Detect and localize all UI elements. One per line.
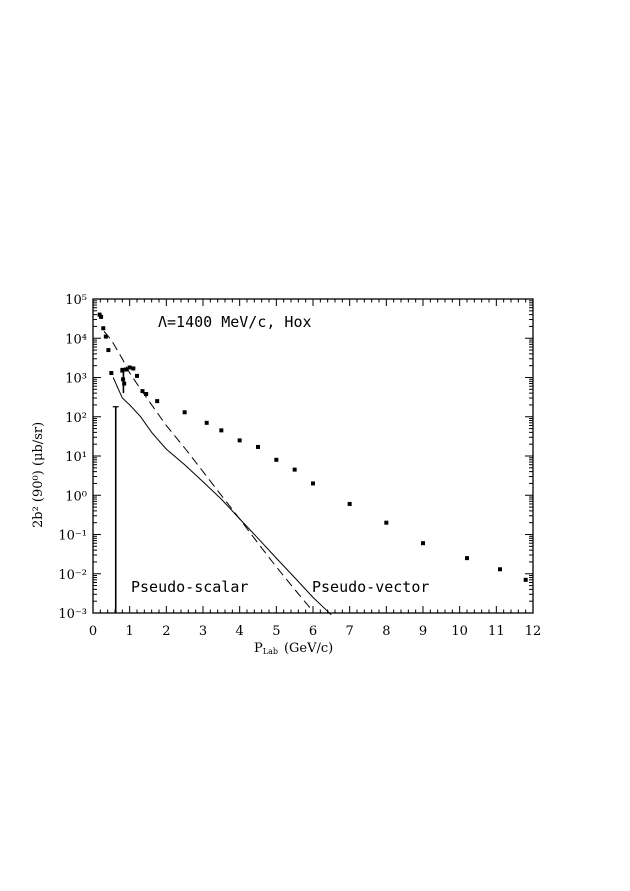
y-tick-label: 10⁻³ [58,607,87,622]
x-tick-label: 2 [162,624,170,639]
data-point [204,420,209,425]
y-tick-label: 10³ [65,372,87,387]
data-point [311,481,315,486]
data-point [256,444,260,449]
data-point [498,567,502,572]
x-tick-label: 6 [309,624,317,639]
x-tick-label: 1 [126,624,134,639]
data-point [106,348,111,353]
data-point [347,501,352,506]
x-axis-label-subscript: Lab [263,647,278,656]
annotation-pseudo-scalar: Pseudo-scalar [131,578,248,596]
x-tick-label: 5 [272,624,280,639]
y-tick-label: 10⁻² [58,568,87,583]
svg-text:PLab(GeV/c): PLab (GeV/c) [254,641,333,656]
theory-curves [103,330,332,616]
data-point [182,410,187,415]
x-axis-title: PLab (GeV/c) [254,641,333,656]
data-point [135,373,139,378]
y-tick-label: 10¹ [65,450,87,465]
data-point [109,371,114,376]
x-tick-label: 3 [199,624,207,639]
data-point [122,381,127,386]
data-point [127,365,132,370]
x-tick-label: 11 [488,624,505,639]
data-point [103,334,108,339]
error-bars [112,367,127,613]
data-points [97,312,528,582]
data-point [121,377,126,382]
y-axis-ticks: 10⁻³ 10⁻² 10⁻¹ 10⁰ 10¹ 10² 10³ 10⁴ 10⁵ [58,293,533,622]
data-point [131,366,136,371]
data-point [523,577,528,582]
annotation-pseudo-vector: Pseudo-vector [312,578,429,596]
data-point [465,556,469,561]
data-point [124,367,128,372]
data-point [421,541,425,546]
data-point [237,438,242,443]
pseudo-vector-curve [112,377,332,616]
y-tick-label: 10⁻¹ [58,529,87,544]
x-tick-label: 0 [89,624,97,639]
x-axis-unit: (GeV/c) [284,641,333,656]
x-tick-label: 10 [451,624,468,639]
data-point [274,457,279,462]
x-tick-label: 9 [419,624,427,639]
plot-frame [92,298,534,614]
data-point [219,428,224,433]
x-axis-label: P [254,641,263,656]
x-axis-ticks: 0 1 2 3 4 5 6 7 8 9 10 11 12 [89,299,541,639]
data-point [101,326,106,331]
data-point [97,312,102,317]
data-point [120,368,125,373]
y-axis-label: 2b² (90⁰) (μb/sr) [31,422,46,528]
y-tick-label: 10² [65,411,87,426]
data-point [99,314,104,319]
data-point [155,399,160,404]
x-tick-label: 8 [382,624,390,639]
data-point [140,389,145,394]
y-tick-label: 10⁵ [65,293,87,308]
annotation-top: Λ=1400 MeV/c, Hox [158,313,312,331]
data-point [384,520,389,525]
plot-border [92,298,534,614]
pseudo-scalar-curve [103,330,314,612]
x-tick-label: 12 [525,624,542,639]
y-tick-label: 10⁰ [65,489,87,504]
y-tick-label: 10⁴ [65,332,87,347]
data-point [144,391,149,396]
x-tick-label: 4 [236,624,244,639]
data-point [292,467,297,472]
x-tick-label: 7 [346,624,354,639]
